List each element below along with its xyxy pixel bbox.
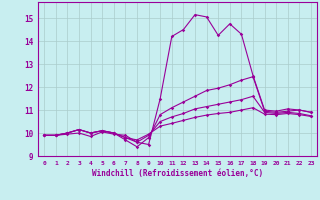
X-axis label: Windchill (Refroidissement éolien,°C): Windchill (Refroidissement éolien,°C): [92, 169, 263, 178]
